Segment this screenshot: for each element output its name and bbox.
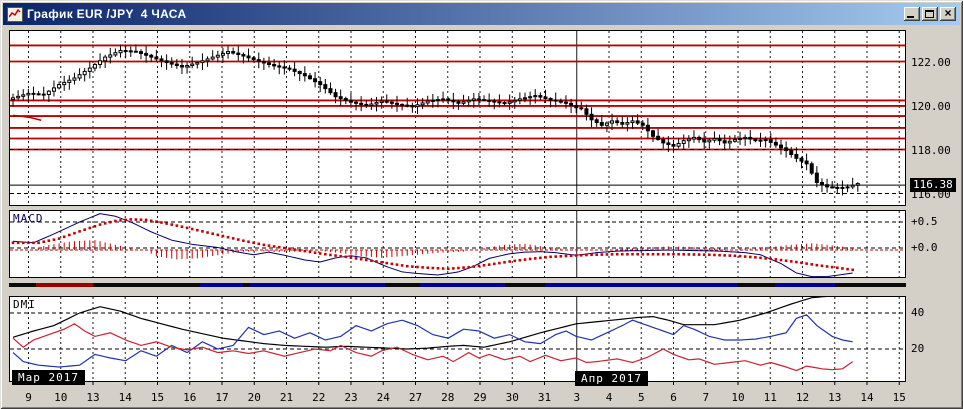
x-axis-date-label: 14 — [860, 391, 874, 404]
trend-strip — [9, 283, 906, 287]
trend-strip-segment — [200, 283, 243, 287]
x-axis-date-label: 28 — [441, 391, 455, 404]
trend-strip-segment — [505, 283, 545, 287]
trend-strip-segment — [835, 283, 906, 287]
minimize-icon — [907, 16, 914, 18]
trend-strip-segment — [775, 283, 835, 287]
minimize-button[interactable] — [904, 7, 920, 21]
price-axis-label: 122.00 — [911, 55, 951, 69]
x-axis-date-label: 9 — [25, 391, 32, 404]
macd-axis-label: +0.0 — [911, 241, 938, 254]
trend-strip-segment — [250, 283, 385, 287]
price-axis-label: 118.00 — [911, 143, 951, 157]
macd-label: MACD — [13, 212, 44, 225]
maximize-icon — [925, 10, 934, 18]
x-axis-date-label: 4 — [605, 391, 613, 404]
trend-strip-segment — [545, 283, 737, 287]
trend-strip-segment — [93, 283, 200, 287]
trend-strip-segment — [9, 283, 36, 287]
close-icon: × — [944, 6, 952, 20]
x-axis-date-label: 20 — [247, 391, 261, 404]
x-axis-date-label: 11 — [763, 391, 777, 404]
month-label-mar: Мар 2017 — [12, 370, 85, 385]
trend-strip-segment — [243, 283, 250, 287]
price-axis-label: 116.00 — [911, 187, 951, 201]
x-axis-date-label: 27 — [408, 391, 423, 404]
current-price-badge: 116.38 — [910, 178, 956, 192]
x-axis-date-label: 23 — [344, 391, 358, 404]
maximize-button[interactable] — [922, 7, 938, 21]
x-axis-date-label: 15 — [892, 391, 906, 404]
title-bar[interactable]: График EUR /JPY 4 ЧАСА × — [3, 3, 960, 25]
x-axis-date-label: 13 — [86, 391, 100, 404]
x-axis-date-label: 14 — [118, 391, 132, 404]
trend-strip-segment — [420, 283, 505, 287]
x-axis-date-label: 6 — [670, 391, 677, 404]
x-axis-date-label: 10 — [731, 391, 745, 404]
month-label-apr: Апр 2017 — [575, 371, 648, 386]
x-axis-date-label: 30 — [505, 391, 519, 404]
dmi-label: DMI — [13, 298, 36, 311]
x-axis-date-label: 12 — [795, 391, 810, 404]
dmi-axis-label: 40 — [911, 306, 925, 319]
dmi-panel[interactable] — [9, 296, 906, 386]
x-axis-date-label: 3 — [573, 391, 581, 404]
window-controls: × — [904, 6, 956, 21]
price-axis-label: 120.00 — [911, 99, 951, 113]
x-axis-date-label: 22 — [312, 391, 326, 404]
trend-strip-segment — [385, 283, 420, 287]
x-axis-date-label: 5 — [637, 391, 645, 404]
trend-strip-segment — [36, 283, 93, 287]
x-axis-date-label: 31 — [537, 391, 552, 404]
price-chart-panel[interactable] — [9, 30, 906, 206]
trend-strip-segment — [737, 283, 775, 287]
window-title: График EUR /JPY 4 ЧАСА — [27, 7, 187, 21]
x-axis-date-label: 29 — [473, 391, 487, 404]
x-axis-date-label: 16 — [183, 391, 197, 404]
x-axis-date-label: 24 — [376, 391, 390, 404]
x-axis-date-label: 13 — [828, 391, 842, 404]
macd-axis-label: +0.5 — [911, 215, 938, 228]
x-axis-date-label: 7 — [702, 391, 710, 404]
x-axis-date-label: 15 — [150, 391, 165, 404]
x-axis-date-label: 17 — [215, 391, 229, 404]
dmi-axis-label: 20 — [911, 342, 925, 355]
line-chart-icon — [7, 6, 23, 22]
x-axis-date-label: 21 — [279, 391, 294, 404]
x-axis-date-label: 10 — [54, 391, 68, 404]
close-button[interactable]: × — [940, 6, 956, 21]
macd-panel[interactable] — [9, 210, 906, 278]
